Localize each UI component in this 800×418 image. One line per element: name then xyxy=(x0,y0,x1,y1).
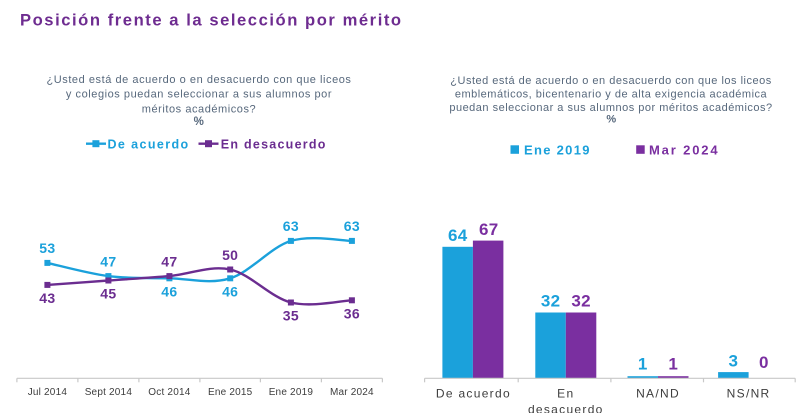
svg-text:Oct 2014: Oct 2014 xyxy=(148,387,190,398)
svg-text:NA/ND: NA/ND xyxy=(636,387,680,401)
svg-text:32: 32 xyxy=(571,292,591,311)
svg-text:Posición frente a la selección: Posición frente a la selección por mérit… xyxy=(20,11,403,30)
svg-text:46: 46 xyxy=(222,284,238,300)
svg-text:De acuerdo: De acuerdo xyxy=(436,387,511,401)
svg-text:Mar 2024: Mar 2024 xyxy=(330,387,374,398)
svg-text:y colegios puedan seleccionar: y colegios puedan seleccionar a sus alum… xyxy=(66,89,332,101)
svg-text:De acuerdo: De acuerdo xyxy=(108,137,190,151)
svg-text:desacuerdo: desacuerdo xyxy=(528,403,604,414)
svg-text:50: 50 xyxy=(222,247,238,263)
svg-text:Sept 2014: Sept 2014 xyxy=(85,387,133,398)
svg-text:Ene 2015: Ene 2015 xyxy=(208,387,253,398)
svg-text:Ene 2019: Ene 2019 xyxy=(524,142,591,157)
svg-text:64: 64 xyxy=(448,226,468,245)
svg-text:%: % xyxy=(194,116,205,128)
svg-text:%: % xyxy=(606,114,616,126)
svg-text:67: 67 xyxy=(479,220,499,239)
svg-text:47: 47 xyxy=(161,253,177,269)
svg-text:47: 47 xyxy=(100,253,116,269)
svg-text:45: 45 xyxy=(100,286,116,302)
svg-text:63: 63 xyxy=(283,218,299,234)
svg-text:méritos académicos?: méritos académicos? xyxy=(142,103,256,115)
svg-text:¿Usted está de acuerdo o en de: ¿Usted está de acuerdo o en desacuerdo c… xyxy=(450,75,771,87)
svg-text:32: 32 xyxy=(541,292,561,311)
svg-text:Mar 2024: Mar 2024 xyxy=(649,142,719,157)
svg-text:53: 53 xyxy=(39,240,55,256)
svg-text:Ene 2019: Ene 2019 xyxy=(269,387,314,398)
svg-text:En: En xyxy=(557,387,574,401)
svg-text:¿Usted está de acuerdo o en de: ¿Usted está de acuerdo o en desacuerdo c… xyxy=(47,74,352,86)
svg-text:En desacuerdo: En desacuerdo xyxy=(221,137,327,151)
svg-text:Jul 2014: Jul 2014 xyxy=(28,387,68,398)
svg-text:0: 0 xyxy=(759,353,769,372)
svg-text:3: 3 xyxy=(729,351,739,370)
svg-text:43: 43 xyxy=(39,290,55,306)
svg-text:46: 46 xyxy=(161,284,177,300)
svg-text:36: 36 xyxy=(344,305,360,321)
svg-text:emblemáticos, bicentenario y d: emblemáticos, bicentenario y de alta exi… xyxy=(455,89,768,101)
svg-text:35: 35 xyxy=(283,308,299,324)
svg-text:63: 63 xyxy=(344,218,360,234)
svg-text:1: 1 xyxy=(638,355,648,374)
svg-text:NS/NR: NS/NR xyxy=(727,387,771,401)
svg-text:1: 1 xyxy=(668,355,678,374)
svg-text:puedan seleccionar a sus alumn: puedan seleccionar a sus alumnos por mér… xyxy=(449,102,772,114)
